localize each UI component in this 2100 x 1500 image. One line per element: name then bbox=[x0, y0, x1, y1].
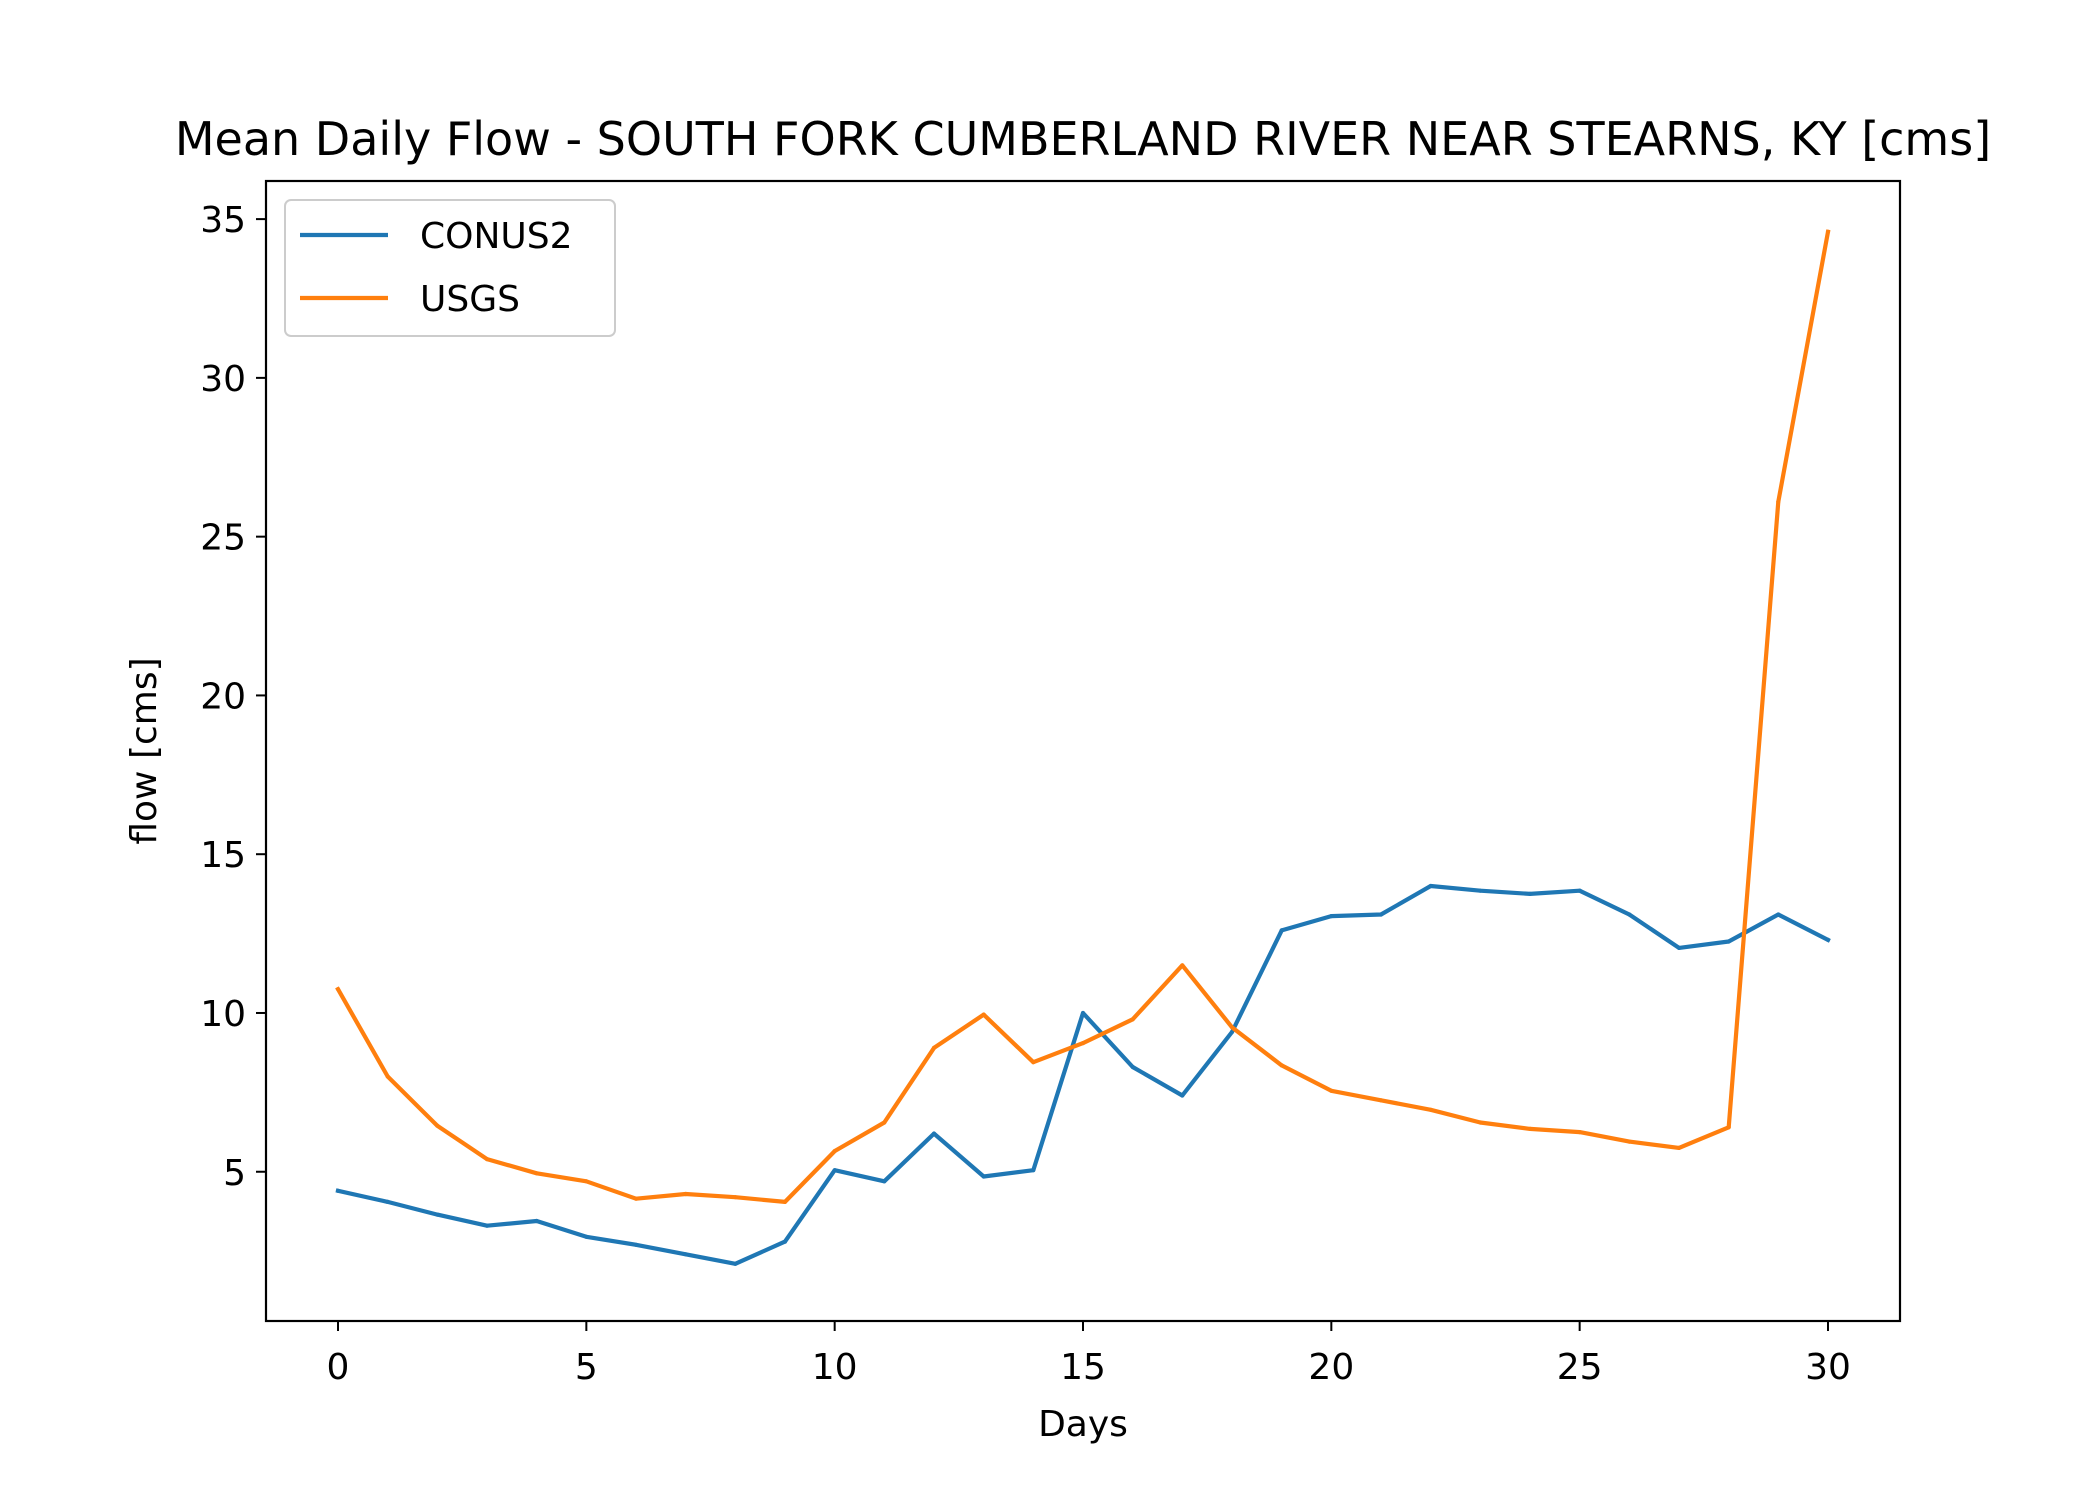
data-point-usgs-26 bbox=[1627, 1139, 1632, 1144]
data-point-usgs-29 bbox=[1776, 499, 1781, 504]
data-point-conus2-1 bbox=[385, 1199, 390, 1204]
legend-label-conus2: CONUS2 bbox=[420, 216, 573, 257]
data-point-conus2-9 bbox=[782, 1239, 788, 1244]
y-tick-label: 5 bbox=[223, 1153, 246, 1194]
data-point-conus2-18 bbox=[1229, 1029, 1235, 1035]
data-point-conus2-0 bbox=[335, 1188, 341, 1193]
y-axis-ticks: 5 10 15 20 25 30 35 bbox=[200, 200, 266, 1194]
data-point-conus2-8 bbox=[733, 1261, 738, 1266]
data-point-conus2-16 bbox=[1130, 1064, 1135, 1070]
x-tick-label: 5 bbox=[575, 1347, 598, 1388]
data-point-usgs-3 bbox=[484, 1157, 490, 1162]
data-point-usgs-18 bbox=[1229, 1025, 1235, 1030]
x-tick-label: 15 bbox=[1060, 1347, 1106, 1388]
data-point-usgs-15 bbox=[1080, 1041, 1086, 1046]
y-tick-label: 25 bbox=[200, 518, 246, 559]
data-point-conus2-28 bbox=[1726, 939, 1731, 944]
series-line-conus2 bbox=[335, 883, 1831, 1266]
data-point-conus2-6 bbox=[633, 1242, 639, 1247]
data-point-conus2-10 bbox=[832, 1168, 837, 1173]
data-point-usgs-7 bbox=[683, 1191, 688, 1197]
chart-title: Mean Daily Flow - SOUTH FORK CUMBERLAND … bbox=[175, 112, 1991, 166]
data-point-conus2-11 bbox=[882, 1179, 887, 1184]
data-point-usgs-0 bbox=[335, 987, 341, 992]
y-tick-label: 15 bbox=[200, 835, 246, 876]
data-point-usgs-10 bbox=[832, 1149, 837, 1154]
data-point-conus2-27 bbox=[1676, 945, 1682, 951]
data-point-conus2-13 bbox=[981, 1174, 986, 1179]
data-point-usgs-9 bbox=[782, 1199, 788, 1204]
series-line-usgs bbox=[335, 229, 1831, 1205]
data-point-conus2-26 bbox=[1627, 912, 1632, 917]
x-tick-label: 30 bbox=[1805, 1347, 1851, 1388]
data-point-usgs-24 bbox=[1527, 1126, 1533, 1131]
y-tick-label: 35 bbox=[200, 200, 246, 241]
data-point-usgs-1 bbox=[385, 1074, 390, 1079]
data-point-usgs-8 bbox=[733, 1195, 738, 1200]
series-usgs bbox=[335, 229, 1831, 1205]
series-conus2 bbox=[335, 883, 1831, 1266]
data-point-usgs-21 bbox=[1378, 1098, 1384, 1103]
data-point-conus2-5 bbox=[584, 1234, 589, 1239]
data-point-usgs-4 bbox=[534, 1171, 539, 1176]
y-tick-label: 10 bbox=[200, 994, 246, 1035]
data-point-conus2-29 bbox=[1776, 912, 1781, 917]
data-point-usgs-6 bbox=[633, 1196, 639, 1201]
data-point-conus2-7 bbox=[683, 1252, 688, 1257]
data-point-usgs-5 bbox=[584, 1179, 589, 1184]
data-point-conus2-25 bbox=[1577, 888, 1582, 893]
data-point-conus2-4 bbox=[534, 1218, 539, 1224]
data-point-usgs-16 bbox=[1130, 1017, 1135, 1022]
data-point-usgs-22 bbox=[1428, 1107, 1433, 1112]
data-point-usgs-11 bbox=[882, 1120, 887, 1125]
data-point-usgs-13 bbox=[981, 1012, 986, 1017]
data-point-conus2-20 bbox=[1329, 914, 1334, 919]
data-point-conus2-12 bbox=[931, 1131, 937, 1136]
legend-label-usgs: USGS bbox=[420, 279, 520, 320]
data-point-usgs-17 bbox=[1180, 963, 1185, 968]
data-point-conus2-14 bbox=[1031, 1168, 1036, 1173]
data-point-conus2-17 bbox=[1180, 1093, 1185, 1098]
data-point-usgs-12 bbox=[931, 1045, 937, 1050]
data-point-usgs-14 bbox=[1031, 1060, 1036, 1065]
x-tick-label: 10 bbox=[812, 1347, 858, 1388]
data-point-usgs-27 bbox=[1676, 1145, 1682, 1150]
x-axis-label: Days bbox=[1038, 1404, 1128, 1445]
data-point-usgs-19 bbox=[1279, 1063, 1284, 1068]
x-tick-label: 0 bbox=[327, 1347, 350, 1388]
data-point-usgs-30 bbox=[1825, 229, 1831, 234]
y-tick-label: 20 bbox=[200, 676, 246, 717]
y-tick-label: 30 bbox=[200, 359, 246, 400]
x-tick-label: 25 bbox=[1557, 1347, 1603, 1388]
data-point-conus2-3 bbox=[484, 1223, 490, 1228]
legend: CONUS2 USGS bbox=[284, 199, 616, 337]
data-point-conus2-21 bbox=[1378, 912, 1384, 917]
data-point-usgs-25 bbox=[1577, 1130, 1582, 1135]
data-point-usgs-2 bbox=[435, 1123, 440, 1128]
data-point-conus2-22 bbox=[1428, 883, 1433, 889]
data-point-conus2-24 bbox=[1527, 891, 1533, 897]
y-axis-label: flow [cms] bbox=[124, 657, 165, 844]
data-point-conus2-19 bbox=[1279, 928, 1284, 933]
x-tick-label: 20 bbox=[1308, 1347, 1354, 1388]
x-axis-ticks: 0 5 10 15 20 25 30 bbox=[327, 1321, 1851, 1388]
data-point-conus2-15 bbox=[1080, 1010, 1086, 1016]
data-point-usgs-23 bbox=[1478, 1120, 1483, 1125]
data-point-conus2-23 bbox=[1478, 888, 1483, 893]
data-point-usgs-20 bbox=[1329, 1088, 1334, 1093]
data-point-conus2-2 bbox=[435, 1212, 440, 1217]
plot-series bbox=[335, 229, 1831, 1266]
plot-frame bbox=[264, 179, 1902, 1323]
data-point-conus2-30 bbox=[1825, 937, 1831, 943]
data-point-usgs-28 bbox=[1726, 1125, 1731, 1130]
